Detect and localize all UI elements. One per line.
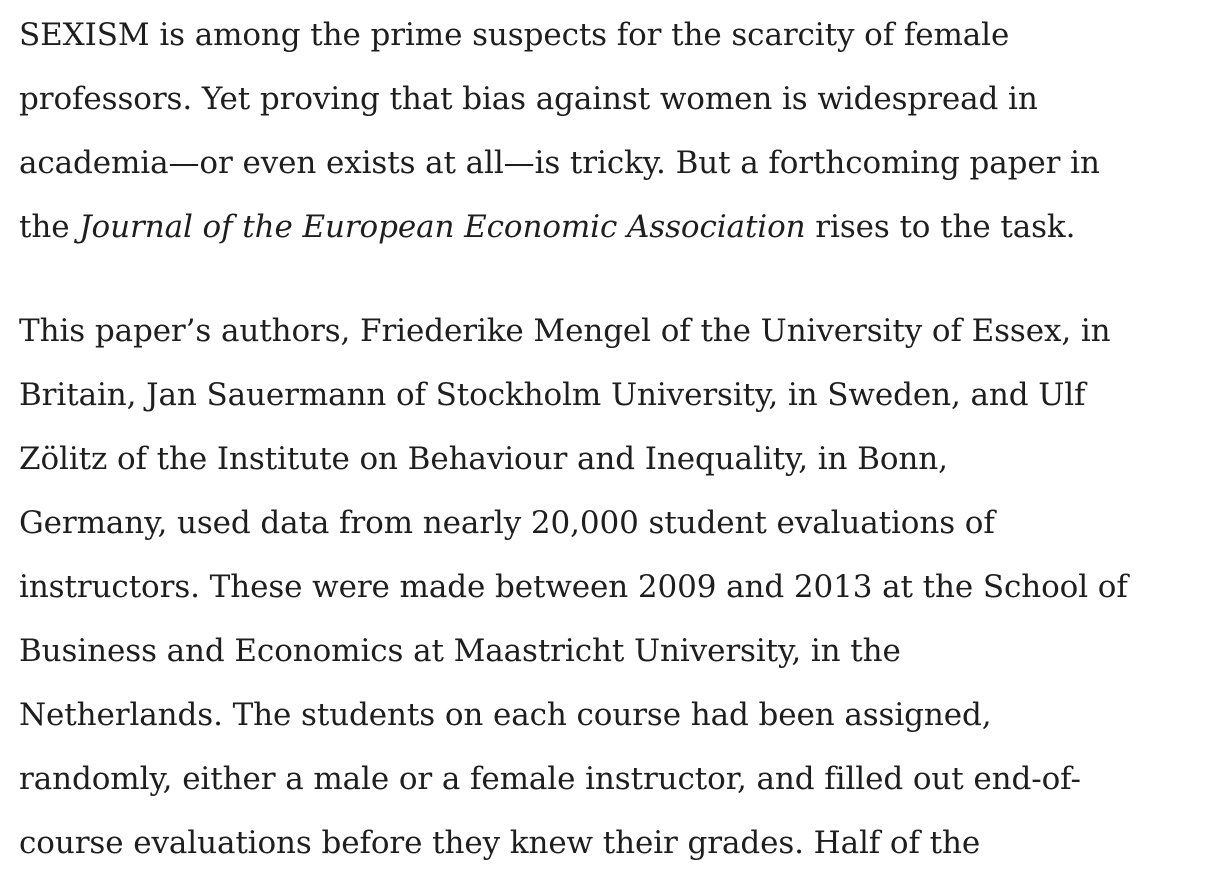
- paragraph-2: This paper’s authors, Friederike Mengel …: [19, 299, 1128, 875]
- paragraph-line: randomly, either a male or a female inst…: [19, 761, 1081, 797]
- paragraph-line: academia—or even exists at all—is tricky…: [19, 145, 1100, 181]
- paragraph-line: SEXISM is among the prime suspects for t…: [19, 17, 1010, 53]
- paragraph-line: Business and Economics at Maastricht Uni…: [19, 633, 901, 669]
- paragraph-line: the Journal of the European Economic Ass…: [19, 195, 1100, 259]
- paragraph-1: SEXISM is among the prime suspects for t…: [19, 3, 1100, 259]
- paragraph-line: Germany, used data from nearly 20,000 st…: [19, 505, 995, 541]
- paragraph-line: instructors. These were made between 200…: [19, 569, 1128, 605]
- paragraph-line: Britain, Jan Sauermann of Stockholm Univ…: [19, 377, 1086, 413]
- paragraph-line: Zölitz of the Institute on Behaviour and…: [19, 441, 948, 477]
- paragraph-line: professors. Yet proving that bias agains…: [19, 81, 1038, 117]
- line-text: rises to the task.: [805, 209, 1076, 245]
- paragraph-line: course evaluations before they knew thei…: [19, 825, 981, 861]
- paragraph-line: Netherlands. The students on each course…: [19, 697, 992, 733]
- journal-title: Journal of the European Economic Associa…: [79, 209, 806, 245]
- line-text: the: [19, 209, 80, 245]
- paragraph-line: This paper’s authors, Friederike Mengel …: [19, 313, 1111, 349]
